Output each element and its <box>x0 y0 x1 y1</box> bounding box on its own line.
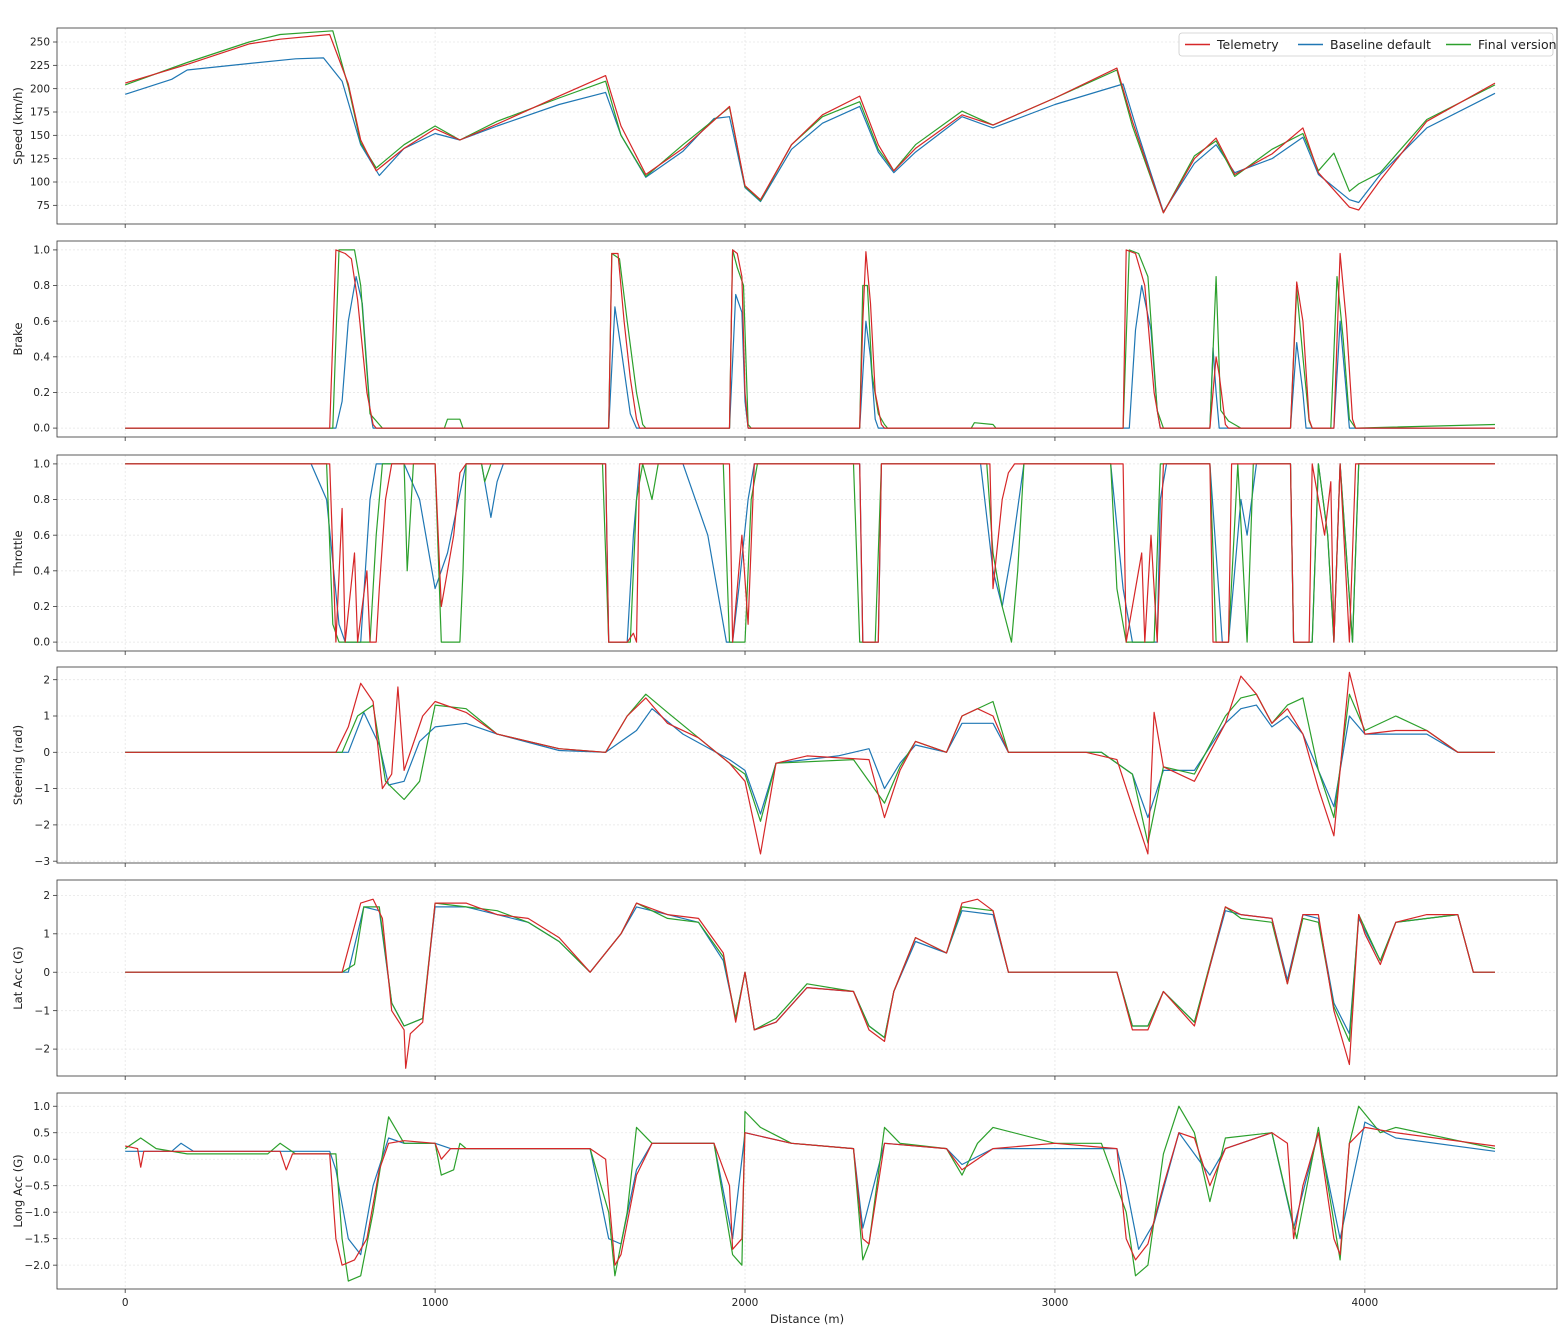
series-group <box>124 1105 1496 1282</box>
y-tick-label: −1 <box>35 783 50 795</box>
series-line-final-version <box>125 902 1495 1042</box>
legend-box <box>1178 32 1554 57</box>
x-tick-label: 3000 <box>1042 1297 1069 1309</box>
legend-entry-label: Telemetry <box>1216 37 1279 52</box>
panel-frame <box>56 240 1558 438</box>
panel-frame <box>56 1092 1558 1290</box>
y-tick-label: 1 <box>43 711 50 723</box>
x-axis-label: Distance (m) <box>770 1312 844 1326</box>
y-tick-label: 250 <box>30 37 50 49</box>
y-tick-label: 0.0 <box>33 1154 50 1166</box>
x-tick-label: 1000 <box>422 1297 449 1309</box>
y-axis-label: Brake <box>11 323 25 356</box>
y-tick-label: 175 <box>30 107 50 119</box>
y-tick-label: 0 <box>43 967 50 979</box>
y-tick-label: 1 <box>43 928 50 940</box>
y-tick-label: 0.2 <box>33 387 50 399</box>
series-line-final-version <box>124 1105 1496 1282</box>
y-tick-label: 0.5 <box>33 1127 50 1139</box>
series-group <box>125 898 1495 1069</box>
y-tick-label: 0.8 <box>33 494 50 506</box>
panel-lat_acc: −2 −1 0 1 2 Lat Acc (G) <box>11 879 1558 1080</box>
y-tick-label: 150 <box>30 130 50 142</box>
series-line-telemetry <box>125 249 1495 429</box>
series-line-baseline-default <box>125 57 1496 213</box>
y-tick-label: −1.5 <box>25 1233 51 1245</box>
series-line-final-version <box>124 30 1496 214</box>
panel-frame <box>56 666 1558 864</box>
panel-frame <box>56 879 1558 1077</box>
y-axis-label: Long Acc (G) <box>11 1154 25 1227</box>
y-tick-label: 1.0 <box>33 459 50 471</box>
y-tick-label: −0.5 <box>25 1180 51 1192</box>
y-tick-label: 100 <box>30 177 50 189</box>
series-group <box>125 249 1496 429</box>
panel-steering: −3 −2 −1 0 1 2 Steering (rad) <box>11 666 1558 868</box>
y-tick-label: 0.8 <box>33 280 50 292</box>
y-tick-label: 2 <box>43 890 50 902</box>
x-tick-label: 2000 <box>732 1297 759 1309</box>
y-tick-label: −1.0 <box>25 1207 51 1219</box>
legend: Telemetry Baseline default Final version <box>1178 32 1557 57</box>
panel-long_acc: −2.0 −1.5 −1.0 −0.5 0.0 0.5 1.0 0 1000 2000 3000 40… <box>11 1092 1558 1309</box>
y-tick-label: 0.4 <box>33 565 50 577</box>
y-axis-label: Steering (rad) <box>11 725 25 805</box>
y-tick-label: 0.0 <box>33 637 50 649</box>
panel-frame <box>56 454 1558 652</box>
y-tick-label: 0.6 <box>33 530 50 542</box>
legend-entry-label: Baseline default <box>1330 37 1431 52</box>
panel-speed: 75 100 125 150 175 200 225 250 Speed (km/h) <box>11 27 1558 228</box>
series-line-telemetry <box>125 671 1495 855</box>
y-tick-label: −3 <box>35 856 50 868</box>
series-group <box>124 30 1496 214</box>
y-tick-label: 200 <box>30 83 50 95</box>
y-tick-label: 0.4 <box>33 351 50 363</box>
y-tick-label: 2 <box>43 674 50 686</box>
y-tick-label: −2 <box>35 1044 50 1056</box>
series-group <box>125 463 1495 643</box>
series-line-baseline-default <box>125 276 1495 429</box>
y-axis-label: Lat Acc (G) <box>11 946 25 1009</box>
y-tick-label: 1.0 <box>33 1101 50 1113</box>
y-tick-label: 0.2 <box>33 601 50 613</box>
panel-brake: 0.0 0.2 0.4 0.6 0.8 1.0 Brake <box>11 240 1558 441</box>
y-tick-label: 225 <box>30 60 50 72</box>
series-line-telemetry <box>125 1126 1496 1266</box>
y-tick-label: 0.0 <box>33 423 50 435</box>
x-tick-label: 0 <box>122 1297 129 1309</box>
series-line-telemetry <box>125 898 1495 1069</box>
panel-throttle: 0.0 0.2 0.4 0.6 0.8 1.0 Throttle <box>11 454 1558 655</box>
legend-entry-label: Final version <box>1478 37 1557 52</box>
y-axis-label: Throttle <box>11 530 25 576</box>
panel-frame <box>56 27 1558 225</box>
x-tick-label: 4000 <box>1351 1297 1378 1309</box>
series-line-telemetry <box>125 33 1496 214</box>
y-tick-label: 1.0 <box>33 245 50 257</box>
series-group <box>125 671 1495 855</box>
y-tick-label: −2 <box>35 819 50 831</box>
series-line-telemetry <box>125 463 1495 643</box>
y-tick-label: 0 <box>43 747 50 759</box>
y-axis-label: Speed (km/h) <box>11 87 25 165</box>
y-tick-label: −1 <box>35 1005 50 1017</box>
y-tick-label: 125 <box>30 153 50 165</box>
y-tick-label: −2.0 <box>25 1260 51 1272</box>
y-tick-label: 75 <box>37 200 50 212</box>
y-tick-label: 0.6 <box>33 316 50 328</box>
